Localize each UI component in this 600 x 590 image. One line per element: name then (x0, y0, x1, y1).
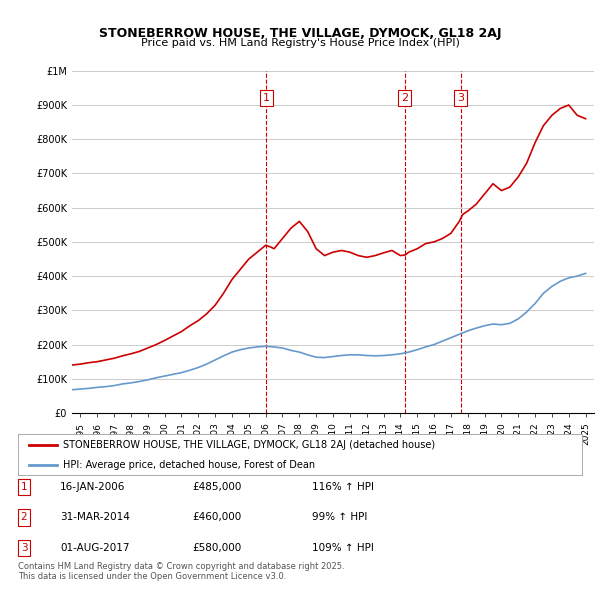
Text: 1: 1 (263, 93, 270, 103)
Text: 99% ↑ HPI: 99% ↑ HPI (312, 513, 367, 522)
Text: 3: 3 (457, 93, 464, 103)
Text: 109% ↑ HPI: 109% ↑ HPI (312, 543, 374, 553)
Text: £460,000: £460,000 (192, 513, 241, 522)
Text: 3: 3 (20, 543, 28, 553)
Text: HPI: Average price, detached house, Forest of Dean: HPI: Average price, detached house, Fore… (63, 460, 315, 470)
Text: 16-JAN-2006: 16-JAN-2006 (60, 482, 125, 491)
Text: Contains HM Land Registry data © Crown copyright and database right 2025.
This d: Contains HM Land Registry data © Crown c… (18, 562, 344, 581)
Text: STONEBERROW HOUSE, THE VILLAGE, DYMOCK, GL18 2AJ (detached house): STONEBERROW HOUSE, THE VILLAGE, DYMOCK, … (63, 440, 435, 450)
Text: 116% ↑ HPI: 116% ↑ HPI (312, 482, 374, 491)
Text: £580,000: £580,000 (192, 543, 241, 553)
Text: 31-MAR-2014: 31-MAR-2014 (60, 513, 130, 522)
Text: 01-AUG-2017: 01-AUG-2017 (60, 543, 130, 553)
Text: 2: 2 (401, 93, 408, 103)
Text: 1: 1 (20, 482, 28, 491)
Text: 2: 2 (20, 513, 28, 522)
Text: Price paid vs. HM Land Registry's House Price Index (HPI): Price paid vs. HM Land Registry's House … (140, 38, 460, 48)
Text: £485,000: £485,000 (192, 482, 241, 491)
Text: STONEBERROW HOUSE, THE VILLAGE, DYMOCK, GL18 2AJ: STONEBERROW HOUSE, THE VILLAGE, DYMOCK, … (99, 27, 501, 40)
